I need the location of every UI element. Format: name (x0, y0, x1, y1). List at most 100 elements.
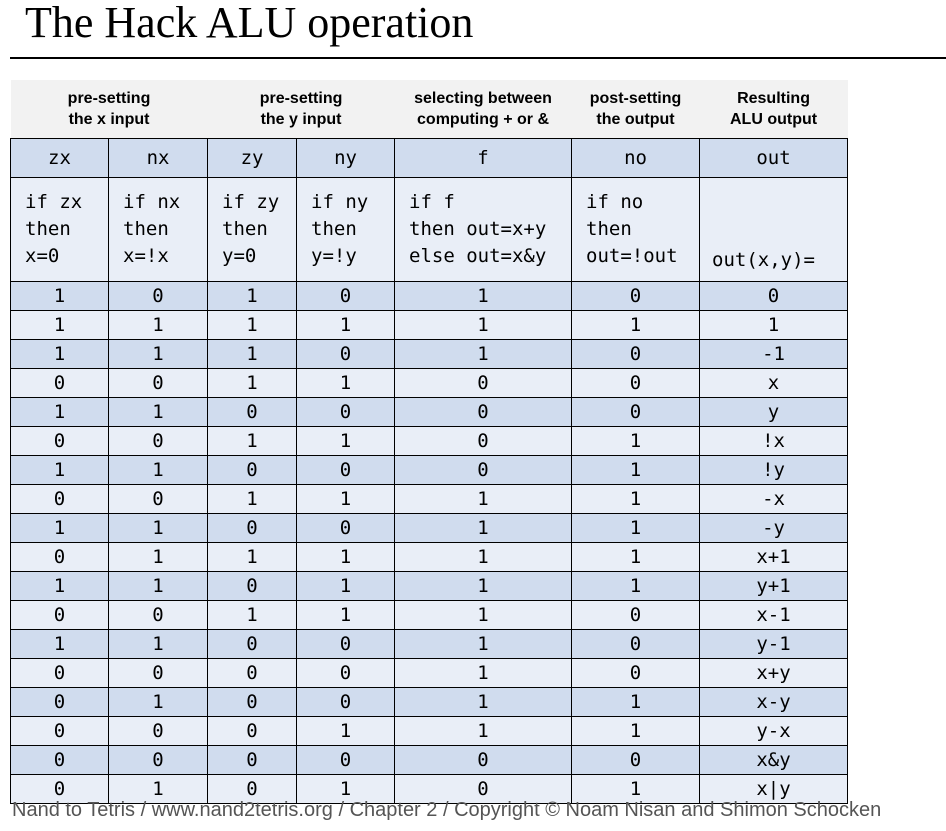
copyright-footer: Nand to Tetris / www.nand2tetris.org / C… (12, 799, 882, 821)
cell-zy: 1 (207, 600, 298, 630)
cell-out: y-1 (699, 629, 849, 659)
cell-zy: 0 (207, 687, 298, 717)
cell-out: -y (699, 513, 849, 543)
cell-nx: 1 (107, 571, 209, 601)
cell-zx: 0 (10, 745, 109, 775)
cell-no: 1 (571, 687, 701, 717)
cell-zy: 0 (207, 455, 298, 485)
cell-nx: 0 (107, 716, 209, 746)
column-name-zx: zx (10, 138, 109, 178)
cell-zy: 0 (207, 716, 298, 746)
cell-out: x+y (699, 658, 849, 688)
cell-ny: 0 (296, 339, 396, 369)
cell-ny: 1 (296, 484, 396, 514)
header-post: post-setting the output (571, 80, 700, 139)
cell-f: 1 (394, 571, 573, 601)
cell-out: 0 (699, 281, 849, 311)
cell-no: 1 (571, 513, 701, 543)
cell-zy: 1 (207, 368, 298, 398)
cell-zy: 1 (207, 484, 298, 514)
cell-ny: 0 (296, 687, 396, 717)
cell-zy: 0 (207, 774, 298, 804)
cell-no: 0 (571, 281, 701, 311)
cell-out: !x (699, 426, 849, 456)
cell-f: 1 (394, 542, 573, 572)
cell-no: 0 (571, 629, 701, 659)
cell-nx: 1 (107, 687, 209, 717)
cell-zx: 1 (10, 629, 109, 659)
description-out: out(x,y)= (699, 177, 849, 282)
truth-table-body: 1 0 1 0 1 0 0 1 1 1 1 1 1 1 1 1 1 0 1 0 -1 0 0 1 1 0 0 x 1 1 0 0 0 0 y 0 0 1 1… (10, 281, 849, 804)
cell-ny: 1 (296, 542, 396, 572)
column-name-nx: nx (107, 138, 209, 178)
cell-zx: 0 (10, 774, 109, 804)
cell-ny: 0 (296, 513, 396, 543)
table-row: 1 1 0 0 0 1 !y (10, 455, 849, 485)
table-row: 0 0 1 1 0 1 !x (10, 426, 849, 456)
cell-ny: 0 (296, 745, 396, 775)
cell-no: 1 (571, 716, 701, 746)
cell-f: 0 (394, 774, 573, 804)
cell-nx: 0 (107, 426, 209, 456)
cell-f: 0 (394, 455, 573, 485)
cell-ny: 1 (296, 310, 396, 340)
cell-zx: 1 (10, 310, 109, 340)
cell-ny: 0 (296, 629, 396, 659)
cell-zx: 0 (10, 658, 109, 688)
cell-f: 0 (394, 368, 573, 398)
cell-zx: 1 (10, 455, 109, 485)
cell-nx: 0 (107, 658, 209, 688)
table-row: 1 1 0 0 1 0 y-1 (10, 629, 849, 659)
cell-no: 1 (571, 774, 701, 804)
column-name-out: out (699, 138, 849, 178)
cell-nx: 0 (107, 745, 209, 775)
cell-out: x-y (699, 687, 849, 717)
table-row: 0 0 0 0 0 0 x&y (10, 745, 849, 775)
table-row: 0 0 0 1 1 1 y-x (10, 716, 849, 746)
cell-f: 1 (394, 687, 573, 717)
cell-zy: 1 (207, 339, 298, 369)
cell-f: 1 (394, 716, 573, 746)
cell-zx: 0 (10, 426, 109, 456)
cell-no: 0 (571, 368, 701, 398)
slide-title: The Hack ALU operation (25, 0, 474, 47)
cell-f: 1 (394, 310, 573, 340)
cell-out: -1 (699, 339, 849, 369)
alu-truth-table: pre-setting the x input pre-setting the … (10, 80, 849, 804)
cell-no: 1 (571, 571, 701, 601)
cell-no: 1 (571, 426, 701, 456)
cell-ny: 1 (296, 774, 396, 804)
cell-zy: 0 (207, 513, 298, 543)
cell-f: 1 (394, 484, 573, 514)
cell-zx: 0 (10, 687, 109, 717)
cell-f: 0 (394, 426, 573, 456)
cell-nx: 1 (107, 513, 209, 543)
cell-zy: 0 (207, 745, 298, 775)
cell-nx: 0 (107, 368, 209, 398)
cell-no: 0 (571, 745, 701, 775)
cell-zx: 1 (10, 571, 109, 601)
table-row: 0 0 1 1 1 1 -x (10, 484, 849, 514)
cell-ny: 0 (296, 397, 396, 427)
cell-no: 0 (571, 339, 701, 369)
cell-out: y-x (699, 716, 849, 746)
cell-no: 1 (571, 484, 701, 514)
cell-nx: 0 (107, 600, 209, 630)
cell-out: 1 (699, 310, 849, 340)
header-function: selecting between computing + or & (394, 80, 572, 139)
cell-zy: 0 (207, 571, 298, 601)
cell-zx: 0 (10, 542, 109, 572)
cell-out: x&y (699, 745, 849, 775)
cell-zy: 1 (207, 310, 298, 340)
cell-nx: 1 (107, 774, 209, 804)
title-divider (10, 57, 946, 59)
cell-nx: 0 (107, 484, 209, 514)
cell-zx: 1 (10, 513, 109, 543)
header-group-row: pre-setting the x input pre-setting the … (10, 80, 848, 139)
cell-out: -x (699, 484, 849, 514)
table-row: 1 1 1 0 1 0 -1 (10, 339, 849, 369)
cell-zx: 1 (10, 397, 109, 427)
